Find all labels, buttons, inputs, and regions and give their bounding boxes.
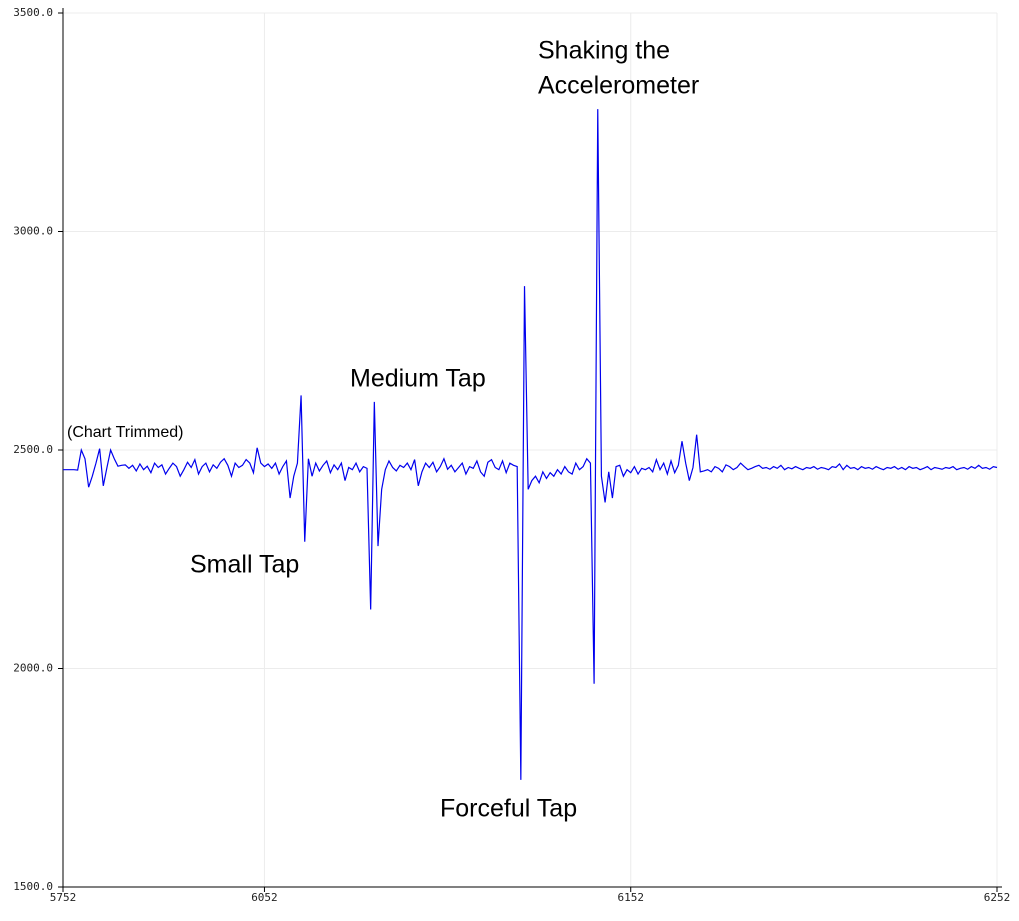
x-tick-label: 5752 [50,891,77,904]
annotation: (Chart Trimmed) [67,424,183,441]
y-tick-label: 1500.0 [13,880,53,893]
y-tick-label: 3000.0 [13,225,53,238]
y-tick-label: 2000.0 [13,662,53,675]
x-tick-label: 6052 [251,891,278,904]
y-tick-label: 2500.0 [13,443,53,456]
annotation: Forceful Tap [440,795,577,823]
x-tick-label: 6152 [617,891,644,904]
annotation: Accelerometer [538,72,699,100]
y-tick-label: 3500.0 [13,6,53,19]
annotation: Small Tap [190,551,299,579]
data-line [63,109,998,780]
annotation: Medium Tap [350,365,486,393]
annotation: Shaking the [538,37,670,65]
x-tick-label: 6252 [984,891,1011,904]
